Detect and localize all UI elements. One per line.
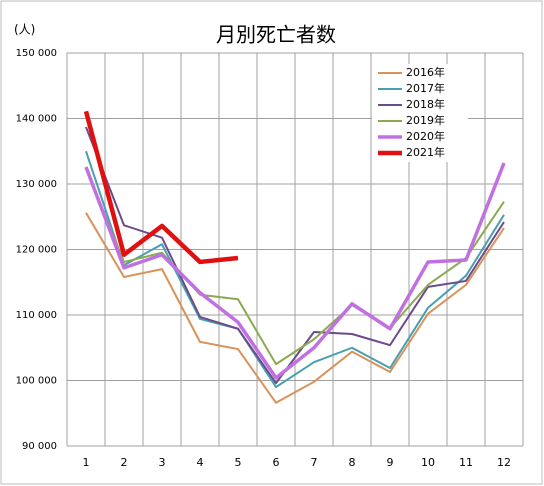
y-tick-label: 90 000 bbox=[22, 441, 57, 452]
legend-label: 2016年 bbox=[406, 65, 445, 79]
series-line bbox=[85, 126, 505, 385]
y-tick-label: 140 000 bbox=[16, 114, 57, 125]
y-tick-label: 110 000 bbox=[16, 310, 57, 321]
x-tick-label: 8 bbox=[349, 456, 356, 469]
series-line bbox=[85, 212, 505, 404]
legend-label: 2021年 bbox=[406, 145, 445, 159]
x-tick-label: 6 bbox=[273, 456, 280, 469]
y-tick-label: 150 000 bbox=[16, 48, 57, 59]
legend-label: 2019年 bbox=[406, 113, 445, 127]
x-tick-label: 11 bbox=[459, 456, 473, 469]
legend-box bbox=[372, 64, 468, 162]
x-tick-label: 12 bbox=[497, 456, 511, 469]
x-tick-label: 3 bbox=[159, 456, 166, 469]
x-tick-label: 1 bbox=[83, 456, 90, 469]
series-line bbox=[85, 150, 505, 389]
legend-label: 2017年 bbox=[406, 81, 445, 95]
series-line bbox=[83, 110, 239, 265]
x-tick-label: 5 bbox=[235, 456, 242, 469]
legend-label: 2018年 bbox=[406, 97, 445, 111]
series-line bbox=[85, 167, 505, 366]
y-tick-label: 130 000 bbox=[16, 179, 57, 190]
y-tick-label: 120 000 bbox=[16, 245, 57, 256]
x-tick-label: 10 bbox=[421, 456, 435, 469]
y-tick-label: 100 000 bbox=[16, 376, 57, 387]
x-tick-label: 4 bbox=[197, 456, 204, 469]
x-tick-label: 2 bbox=[121, 456, 128, 469]
x-tick-label: 7 bbox=[311, 456, 318, 469]
x-tick-label: 9 bbox=[387, 456, 394, 469]
chart-title: 月別死亡者数 bbox=[216, 23, 336, 47]
series-line bbox=[84, 162, 506, 380]
legend-label: 2020年 bbox=[406, 129, 445, 143]
y-unit: (人) bbox=[14, 23, 35, 37]
